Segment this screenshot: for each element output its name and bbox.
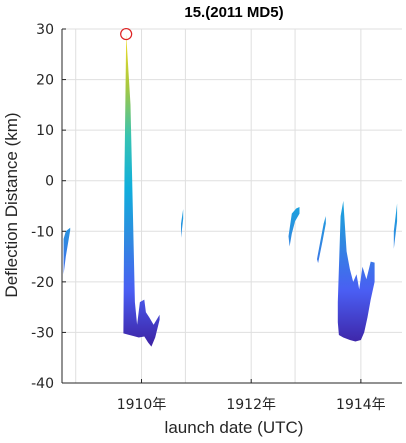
chart-title: 15.(2011 MD5) bbox=[184, 4, 283, 21]
y-tick-label: -20 bbox=[31, 275, 54, 291]
region-3 bbox=[181, 209, 183, 238]
y-tick-label: -10 bbox=[31, 224, 54, 240]
y-tick-label: 20 bbox=[36, 73, 54, 89]
region-1 bbox=[64, 228, 71, 275]
x-tick-labels: 1910年 1912年 1914年 bbox=[117, 397, 386, 413]
region-7 bbox=[394, 204, 397, 250]
y-tick-label: 10 bbox=[36, 123, 54, 139]
y-tick-label: 30 bbox=[36, 22, 54, 38]
x-tick-label: 1910年 bbox=[117, 397, 167, 413]
x-tick-label: 1912年 bbox=[226, 397, 276, 413]
y-axis-label: Deflection Distance (km) bbox=[2, 112, 21, 297]
y-tick-label: -40 bbox=[31, 376, 54, 392]
x-axis-label: launch date (UTC) bbox=[165, 418, 304, 437]
y-tick-label: -30 bbox=[31, 325, 54, 341]
region-4 bbox=[289, 207, 300, 247]
x-tick-label: 1914年 bbox=[336, 397, 386, 413]
region-6 bbox=[338, 201, 375, 342]
y-tick-labels: -40 -30 -20 -10 0 10 20 30 bbox=[31, 22, 54, 392]
y-tick-label: 0 bbox=[45, 174, 54, 190]
data-regions bbox=[64, 34, 398, 347]
region-5 bbox=[317, 216, 326, 263]
